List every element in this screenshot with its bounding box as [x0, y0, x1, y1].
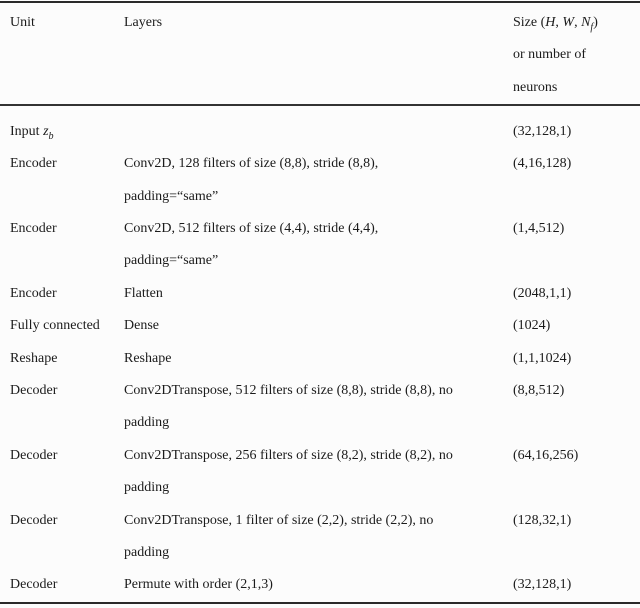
layers-cell: Conv2D, 512 filters of size (4,4), strid…	[124, 213, 513, 278]
size-cell: (32,128,1)	[513, 577, 572, 593]
layers-line: Permute with order (2,1,3)	[124, 577, 273, 593]
layers-line: Flatten	[124, 285, 163, 301]
unit-cell: Decoder	[10, 512, 58, 528]
table-row: Encoder Conv2D, 128 filters of size (8,8…	[0, 148, 640, 213]
layers-cell: Conv2DTranspose, 256 filters of size (8,…	[124, 440, 513, 505]
table-row: Encoder Flatten (2048,1,1)	[0, 278, 640, 310]
layers-line: Conv2D, 128 filters of size (8,8), strid…	[124, 156, 379, 172]
layers-cell: Conv2DTranspose, 1 filter of size (2,2),…	[124, 505, 513, 570]
layers-cell: Conv2D, 128 filters of size (8,8), strid…	[124, 148, 513, 213]
table-row: Encoder Conv2D, 512 filters of size (4,4…	[0, 213, 640, 278]
size-cell: (128,32,1)	[513, 512, 572, 528]
layers-line: Conv2DTranspose, 256 filters of size (8,…	[124, 447, 453, 463]
table-row: Fully connected Dense (1024)	[0, 310, 640, 342]
table-row: Decoder Conv2DTranspose, 256 filters of …	[0, 440, 640, 505]
table-row: Decoder Conv2DTranspose, 512 filters of …	[0, 375, 640, 440]
unit-cell: Reshape	[10, 350, 58, 366]
header-size-line: Size (H, W, Nf)	[513, 15, 598, 33]
layers-cell: Dense	[124, 310, 513, 342]
unit-cell: Decoder	[10, 577, 58, 593]
table-body: Input zb (32,128,1) Encoder Conv2D, 128 …	[0, 106, 640, 602]
header-layers: Layers	[124, 15, 163, 30]
size-cell: (8,8,512)	[513, 382, 565, 398]
size-cell: (32,128,1)	[513, 123, 572, 139]
layers-line: Conv2DTranspose, 512 filters of size (8,…	[124, 382, 453, 398]
unit-cell: Encoder	[10, 285, 57, 301]
table-header-rule	[0, 104, 640, 106]
table-bottom-rule	[0, 601, 640, 604]
table-row: Decoder Conv2DTranspose, 1 filter of siz…	[0, 505, 640, 570]
layers-cell: Conv2DTranspose, 512 filters of size (8,…	[124, 375, 513, 440]
layers-line: padding=“same”	[124, 253, 219, 269]
unit-cell: Input zb	[10, 123, 54, 142]
layers-cell: Flatten	[124, 278, 513, 310]
unit-cell: Fully connected	[10, 318, 100, 334]
table-top-rule	[0, 1, 640, 3]
layers-line: padding=“same”	[124, 188, 219, 204]
table-row: Decoder Permute with order (2,1,3) (32,1…	[0, 569, 640, 601]
unit-cell: Decoder	[10, 447, 58, 463]
layers-cell: Permute with order (2,1,3)	[124, 569, 513, 601]
layers-line: Conv2D, 512 filters of size (4,4), strid…	[124, 220, 379, 236]
layers-line: padding	[124, 415, 170, 431]
size-cell: (1024)	[513, 318, 551, 334]
layers-line: padding	[124, 480, 170, 496]
table-row: Reshape Reshape (1,1,1024)	[0, 343, 640, 375]
unit-cell: Decoder	[10, 382, 58, 398]
size-cell: (1,4,512)	[513, 220, 565, 236]
layers-line: padding	[124, 545, 170, 560]
size-cell: (1,1,1024)	[513, 350, 572, 366]
layers-cell	[124, 116, 513, 148]
table-header-row: Unit Layers Size (H, W, Nf) or number of…	[0, 3, 640, 104]
header-size-line: neurons	[513, 79, 558, 95]
size-cell: (2048,1,1)	[513, 285, 572, 301]
layers-line: Reshape	[124, 350, 172, 366]
layers-line: Dense	[124, 318, 159, 334]
size-cell: (64,16,256)	[513, 447, 579, 463]
unit-cell: Encoder	[10, 220, 57, 236]
layers-line: Conv2DTranspose, 1 filter of size (2,2),…	[124, 512, 434, 528]
header-size: Size (H, W, Nf) or number of neurons	[513, 7, 636, 104]
header-unit: Unit	[10, 15, 35, 30]
layers-cell: Reshape	[124, 343, 513, 375]
header-size-line: or number of	[513, 47, 587, 63]
unit-cell: Encoder	[10, 156, 57, 172]
size-cell: (4,16,128)	[513, 156, 572, 172]
table-row: Input zb (32,128,1)	[0, 116, 640, 148]
